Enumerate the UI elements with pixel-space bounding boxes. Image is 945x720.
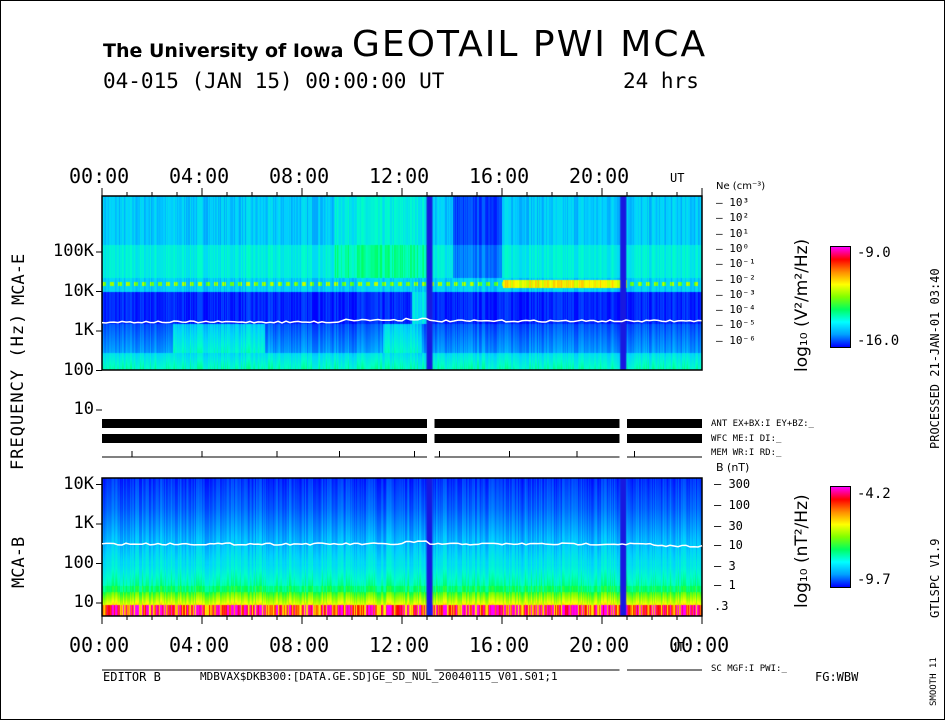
mca-e-colorbar <box>830 246 851 348</box>
ant-status-bar <box>627 419 702 428</box>
bottom-time-label: 12:00 <box>369 633 430 657</box>
ne-tick-value: 10⁻¹ <box>729 257 756 271</box>
bottom-time-label: 00:00 <box>669 633 730 657</box>
mca-b-field-line <box>101 540 703 548</box>
ne-tick-label: – 10³ <box>716 196 750 209</box>
mca-b-freq-tick-label: 10 <box>73 592 94 612</box>
status-sc: SC MGF:I PWI:_ <box>711 664 787 674</box>
b-tick-label: – 300 <box>714 477 751 491</box>
mca-b-colorbar-max: -4.2 <box>857 486 891 502</box>
mca-b-freq-tick-label: 100 <box>63 552 94 573</box>
mca-b-frame <box>101 477 703 617</box>
mca-b-colorbar <box>830 486 851 588</box>
ne-tick-label: – 10⁰ <box>716 241 750 255</box>
ne-tick-value: 10⁰ <box>729 241 750 255</box>
footer-fg: FG:WBW <box>815 670 859 684</box>
mca-e-freq-tick-label: 100K <box>53 241 94 261</box>
mca-e-colorbar-min: -16.0 <box>857 333 900 349</box>
footer-file: MDBVAX$DKB300:[DATA.GE.SD]GE_SD_NUL_2004… <box>200 670 558 683</box>
ne-tick-value: 10⁻⁵ <box>729 318 756 332</box>
mca-e-frame <box>101 195 703 371</box>
b-tick-label: – 1 <box>714 578 736 592</box>
ne-tick-label: – 10⁻⁶ <box>716 333 756 347</box>
page-title: GEOTAIL PWI MCA <box>352 24 708 65</box>
top-time-label: 08:00 <box>269 164 330 188</box>
ne-tick-label: – 10⁻¹ <box>716 257 756 271</box>
bottom-time-label: 08:00 <box>269 633 330 657</box>
mca-e-freq-tick-label: 100 <box>63 359 94 380</box>
ne-tick-label: – 10⁻³ <box>716 287 756 301</box>
ant-status-bar <box>434 419 620 428</box>
ant-status-bar <box>102 419 427 428</box>
b-tick-value: 300 <box>728 477 751 491</box>
b-tick-label: – 100 <box>714 498 751 512</box>
status-wfc: WFC ME:I DI:_ <box>711 434 782 444</box>
ne-tick-value: 10⁻³ <box>729 287 756 301</box>
version-stamp: GTLSPC V1.9 <box>928 538 942 618</box>
wfc-status-bar <box>102 434 427 443</box>
ne-tick-label: – 10⁻⁵ <box>716 318 756 332</box>
bottom-time-label: 20:00 <box>569 633 630 657</box>
top-time-label: 00:00 <box>69 164 130 188</box>
b-tick-label: – 3 <box>714 559 736 573</box>
wfc-status-bar <box>434 434 620 443</box>
date-line: 04-015 (JAN 15) 00:00:00 UT <box>103 69 445 93</box>
mca-e-colorbar-max: -9.0 <box>857 245 891 261</box>
mca-b-colorbar-min: -9.7 <box>857 572 891 588</box>
mca-b-spectrogram <box>102 478 702 616</box>
b-tick-value: 100 <box>728 498 751 512</box>
mca-e-freq-tick-label: 1K <box>73 320 94 340</box>
mca-b-freq-tick-label: 1K <box>73 513 94 533</box>
ne-tick-label: – 10⁻⁴ <box>716 303 756 317</box>
mca-e-colorbar-unit: log₁₀ (V²/m²/Hz) <box>792 238 812 372</box>
b-tick-label: .3 <box>714 599 728 613</box>
ne-tick-value: 10³ <box>729 196 750 209</box>
ne-axis-title: Ne (cm⁻³) <box>716 181 766 192</box>
mca-e-plasma-line <box>101 317 703 324</box>
top-time-label: 04:00 <box>169 164 230 188</box>
bottom-time-label: 16:00 <box>469 633 530 657</box>
status-mem: MEM WR:I RD:_ <box>711 448 782 458</box>
institution-title: The University of Iowa <box>103 40 344 62</box>
duration-label: 24 hrs <box>623 69 699 93</box>
processed-stamp: PROCESSED 21-JAN-01 03:40 <box>928 268 942 449</box>
ne-tick-value: 10⁻² <box>729 272 756 286</box>
ne-tick-value: 10⁻⁴ <box>729 303 756 317</box>
bottom-ut-label: UT <box>670 640 685 654</box>
top-time-label: 20:00 <box>569 164 630 188</box>
ne-tick-label: – 10¹ <box>716 226 750 240</box>
b-tick-value: 3 <box>728 559 736 573</box>
status-ant: ANT EX+BX:I EY+BZ:_ <box>711 419 814 429</box>
top-ut-label: UT <box>670 171 685 185</box>
top-time-label: 16:00 <box>469 164 530 188</box>
smooth-stamp: SMOOTH 11 <box>929 657 939 706</box>
ne-tick-label: – 10² <box>716 211 750 225</box>
ne-tick-value: 10⁻⁶ <box>729 333 756 347</box>
b-tick-value: 30 <box>728 519 743 533</box>
ne-tick-value: 10¹ <box>729 226 750 240</box>
mca-e-freq-tick-label: 10 <box>73 399 94 419</box>
mca-e-freq-tick-label: 10K <box>63 280 94 301</box>
b-tick-value: 1 <box>728 578 736 592</box>
mca-b-freq-tick-label: 10K <box>63 473 94 494</box>
b-tick-value: .3 <box>714 599 729 613</box>
b-axis-title: B (nT) <box>716 461 750 474</box>
ne-tick-value: 10² <box>729 211 750 225</box>
top-time-label: 12:00 <box>369 164 430 188</box>
mca-b-colorbar-unit: log₁₀ (nT²/Hz) <box>792 494 812 608</box>
footer-editor: EDITOR B <box>103 670 161 684</box>
b-tick-label: – 10 <box>714 538 743 552</box>
b-tick-label: – 30 <box>714 519 743 533</box>
ne-tick-label: – 10⁻² <box>716 272 756 286</box>
b-tick-value: 10 <box>728 538 743 552</box>
mca-e-spectrogram <box>102 196 702 370</box>
wfc-status-bar <box>627 434 702 443</box>
bottom-time-label: 04:00 <box>169 633 230 657</box>
bottom-time-label: 00:00 <box>69 633 130 657</box>
